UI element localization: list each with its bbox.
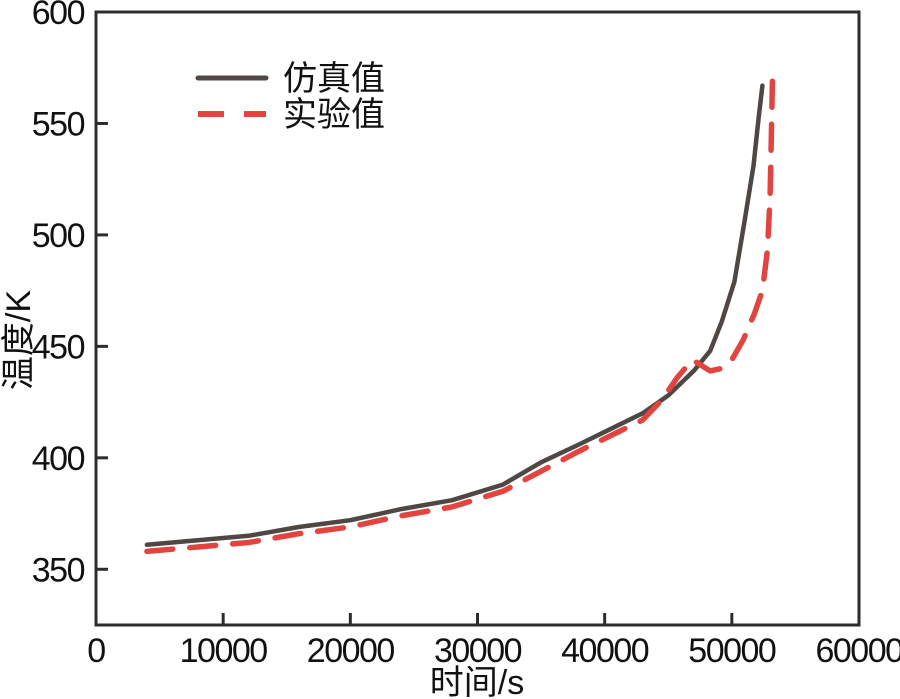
legend-label-experiment: 实验值 — [283, 96, 385, 134]
y-tick-label: 500 — [32, 217, 85, 255]
axis-ticks: 0 10000 20000 30000 40000 50000 60000 350 400 450… — [32, 0, 900, 670]
y-axis-label: 温度/K — [0, 290, 38, 390]
y-tick-label: 400 — [32, 440, 85, 478]
plot-frame — [94, 10, 861, 627]
legend-item-simulation: 仿真值 — [195, 60, 385, 98]
legend-label-simulation: 仿真值 — [283, 60, 385, 98]
x-tick-label: 40000 — [561, 632, 649, 670]
x-axis-label: 时间/s — [430, 664, 524, 699]
data-series — [144, 73, 776, 555]
y-tick-label: 450 — [32, 328, 85, 366]
legend: 仿真值 实验值 — [195, 60, 385, 134]
x-tick-label: 60000 — [815, 632, 900, 670]
x-tick-label: 50000 — [688, 632, 776, 670]
x-tick-label: 20000 — [307, 632, 395, 670]
y-tick-label: 550 — [32, 105, 85, 143]
series-line-simulation — [144, 83, 765, 548]
y-tick-label: 600 — [32, 0, 85, 32]
x-tick-label: 10000 — [180, 632, 268, 670]
series-line-experiment — [144, 73, 776, 555]
x-tick-label: 30000 — [434, 632, 522, 670]
y-tick-label: 350 — [32, 551, 85, 589]
x-tick-label: 0 — [87, 632, 105, 670]
legend-item-experiment: 实验值 — [198, 96, 385, 134]
